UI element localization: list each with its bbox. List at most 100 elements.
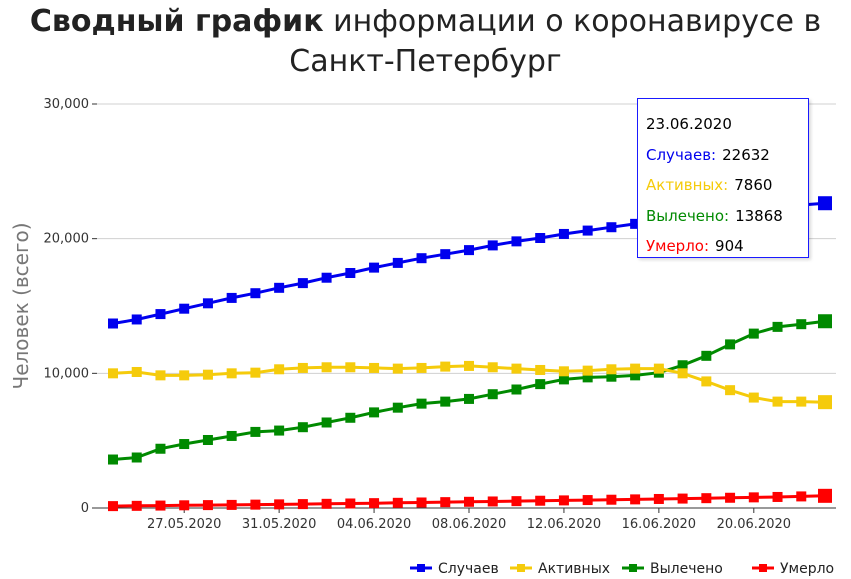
data-point-cases[interactable] [131, 314, 142, 325]
data-point-recovered[interactable] [369, 407, 380, 418]
data-point-deaths[interactable] [416, 497, 427, 508]
data-point-active[interactable] [179, 370, 190, 381]
data-point-cases[interactable] [606, 222, 617, 233]
data-point-deaths[interactable] [155, 500, 166, 511]
data-point-recovered[interactable] [440, 396, 451, 407]
data-point-cases[interactable] [250, 288, 261, 299]
data-point-active[interactable] [653, 363, 664, 374]
data-point-recovered[interactable] [131, 452, 142, 463]
data-point-recovered[interactable] [345, 412, 356, 423]
data-point-recovered[interactable] [725, 339, 736, 350]
data-point-recovered[interactable] [416, 398, 427, 409]
data-point-recovered[interactable] [155, 443, 166, 454]
data-point-active[interactable] [772, 396, 783, 407]
data-point-recovered[interactable] [274, 425, 285, 436]
data-point-recovered[interactable] [630, 370, 641, 381]
data-point-recovered[interactable] [701, 350, 712, 361]
data-point-cases[interactable] [392, 257, 403, 268]
data-point-deaths[interactable] [701, 493, 712, 504]
data-point-recovered[interactable] [179, 439, 190, 450]
data-point-active[interactable] [511, 363, 522, 374]
data-point-active[interactable] [701, 376, 712, 387]
data-point-cases[interactable] [558, 228, 569, 239]
data-point-active[interactable] [274, 364, 285, 375]
data-point-active[interactable] [677, 368, 688, 379]
data-point-cases[interactable] [202, 298, 213, 309]
data-point-cases[interactable] [108, 318, 118, 329]
data-point-deaths[interactable] [772, 491, 783, 502]
data-point-active[interactable] [464, 360, 474, 371]
legend-item-recovered[interactable]: Вылечено [622, 561, 723, 577]
data-point-recovered[interactable] [748, 328, 759, 339]
data-point-cases[interactable] [274, 282, 285, 293]
data-point-active[interactable] [321, 362, 332, 373]
data-point-deaths[interactable] [818, 488, 832, 503]
data-point-cases[interactable] [464, 245, 474, 256]
data-point-deaths[interactable] [511, 496, 522, 507]
data-point-recovered[interactable] [796, 319, 807, 330]
data-point-cases[interactable] [226, 292, 237, 303]
data-point-active[interactable] [108, 368, 118, 379]
legend-item-cases[interactable]: Случаев [410, 561, 499, 577]
data-point-deaths[interactable] [440, 497, 451, 508]
data-point-cases[interactable] [487, 240, 498, 251]
data-point-recovered[interactable] [511, 384, 522, 395]
data-point-active[interactable] [155, 370, 166, 381]
data-point-active[interactable] [131, 366, 142, 377]
data-point-deaths[interactable] [202, 500, 213, 511]
data-point-deaths[interactable] [179, 500, 190, 511]
data-point-recovered[interactable] [677, 360, 688, 371]
data-point-cases[interactable] [345, 268, 356, 279]
data-point-active[interactable] [606, 364, 617, 375]
data-point-recovered[interactable] [321, 417, 332, 428]
data-point-deaths[interactable] [274, 499, 285, 510]
data-point-cases[interactable] [535, 232, 546, 243]
data-point-cases[interactable] [582, 225, 593, 236]
data-point-deaths[interactable] [464, 496, 474, 507]
data-point-active[interactable] [392, 363, 403, 374]
data-point-cases[interactable] [179, 303, 190, 314]
data-point-deaths[interactable] [748, 492, 759, 503]
data-point-cases[interactable] [818, 196, 832, 211]
data-point-cases[interactable] [297, 278, 308, 289]
data-point-deaths[interactable] [297, 499, 308, 510]
data-point-deaths[interactable] [226, 499, 237, 510]
data-point-active[interactable] [250, 367, 261, 378]
data-point-cases[interactable] [511, 236, 522, 247]
data-point-recovered[interactable] [464, 393, 474, 404]
data-point-deaths[interactable] [392, 497, 403, 508]
data-point-recovered[interactable] [582, 372, 593, 383]
data-point-deaths[interactable] [487, 496, 498, 507]
data-point-deaths[interactable] [725, 492, 736, 503]
legend-item-deaths[interactable]: Умерло [752, 561, 834, 577]
data-point-deaths[interactable] [630, 494, 641, 505]
data-point-deaths[interactable] [369, 498, 380, 509]
data-point-deaths[interactable] [535, 495, 546, 506]
data-point-deaths[interactable] [321, 498, 332, 509]
data-point-cases[interactable] [321, 272, 332, 283]
data-point-recovered[interactable] [772, 321, 783, 332]
data-point-active[interactable] [725, 385, 736, 396]
data-point-deaths[interactable] [796, 491, 807, 502]
data-point-deaths[interactable] [345, 498, 356, 509]
data-point-active[interactable] [487, 362, 498, 373]
legend-item-active[interactable]: Активных [510, 561, 610, 577]
data-point-deaths[interactable] [558, 495, 569, 506]
data-point-active[interactable] [202, 369, 213, 380]
data-point-recovered[interactable] [606, 371, 617, 382]
data-point-recovered[interactable] [202, 434, 213, 445]
data-point-active[interactable] [226, 368, 237, 379]
data-point-active[interactable] [297, 362, 308, 373]
data-point-active[interactable] [818, 395, 832, 410]
data-point-active[interactable] [748, 392, 759, 403]
data-point-recovered[interactable] [558, 374, 569, 385]
data-point-deaths[interactable] [653, 493, 664, 504]
data-point-recovered[interactable] [535, 379, 546, 390]
data-point-deaths[interactable] [677, 493, 688, 504]
data-point-active[interactable] [345, 362, 356, 373]
data-point-deaths[interactable] [606, 494, 617, 505]
data-point-recovered[interactable] [108, 454, 118, 465]
data-point-cases[interactable] [416, 253, 427, 264]
data-point-cases[interactable] [369, 262, 380, 273]
data-point-deaths[interactable] [108, 501, 118, 512]
